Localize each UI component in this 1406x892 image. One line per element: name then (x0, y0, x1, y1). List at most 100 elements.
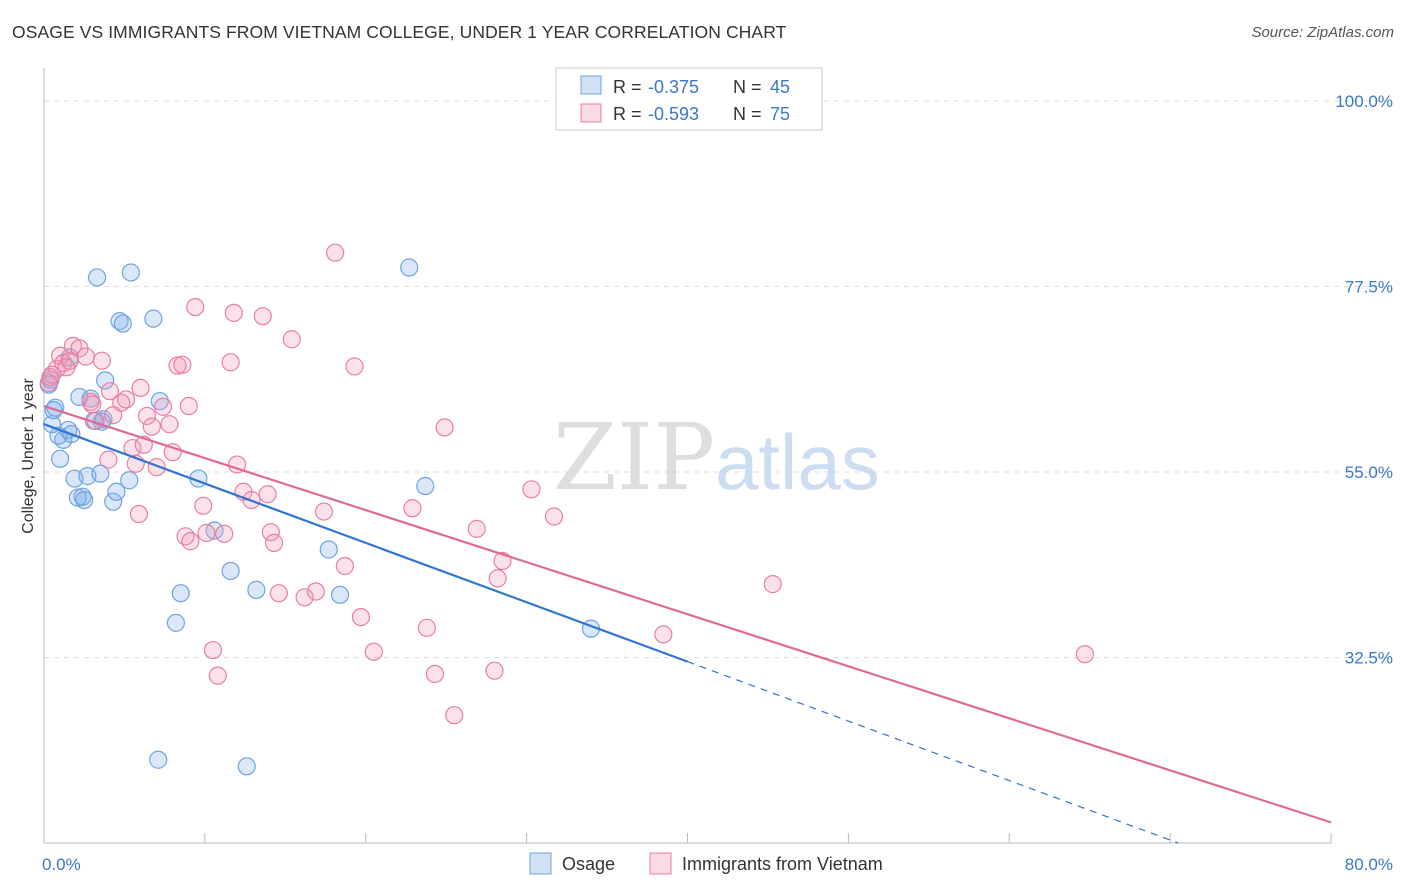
legend-label-vietnam: Immigrants from Vietnam (682, 854, 883, 874)
vietnam-point (179, 396, 198, 416)
vietnam-point (197, 523, 216, 543)
y-tick-label: 100.0% (1335, 92, 1393, 111)
stats-legend-box (555, 67, 823, 131)
vietnam-point (403, 499, 422, 518)
trend-lines (43, 404, 1332, 844)
osage-point (400, 258, 419, 277)
chart-title: OSAGE VS IMMIGRANTS FROM VIETNAM COLLEGE… (12, 22, 787, 42)
y-tick-label: 32.5% (1345, 648, 1393, 667)
vietnam-point (467, 519, 486, 538)
vietnam-point (314, 502, 334, 521)
vietnam-point (269, 584, 288, 603)
osage-point (121, 263, 140, 282)
osage-point (87, 268, 107, 287)
vietnam-point (142, 417, 161, 436)
osage-point (237, 757, 256, 776)
osage-point (416, 476, 435, 496)
osage-point (144, 309, 163, 328)
legend-label-osage: Osage (562, 854, 615, 874)
osage-legend-swatch (580, 75, 602, 95)
stats-legend: R = -0.375 N = 45 R = -0.593 N = 75 (555, 67, 823, 131)
osage-trend-extension (687, 661, 1179, 844)
vietnam-point (544, 507, 564, 526)
vietnam-point (176, 527, 195, 546)
vietnam-point (335, 556, 354, 576)
vietnam-point (522, 480, 541, 499)
vietnam-point (425, 664, 445, 684)
vietnam-point (326, 243, 345, 262)
legend-swatch-vietnam (649, 852, 672, 875)
osage-trend-line (43, 423, 688, 663)
vietnam-point (488, 569, 507, 588)
vietnam-point (137, 406, 157, 426)
vietnam-point (345, 357, 364, 376)
vietnam-point (364, 642, 383, 661)
vietnam-point (186, 297, 205, 317)
watermark: ZIP atlas (553, 404, 880, 511)
osage-point (96, 371, 115, 390)
osage-point (247, 580, 266, 599)
vietnam-point (435, 418, 454, 437)
vietnam-point (92, 351, 112, 370)
legend-swatch-osage (529, 852, 552, 875)
osage-point (110, 312, 129, 331)
osage-point (149, 750, 168, 769)
vietnam-point (76, 347, 95, 366)
vietnam-point (160, 415, 179, 434)
vietnam-point (261, 523, 280, 542)
vietnam-point (131, 378, 150, 397)
osage-point (171, 584, 190, 603)
vietnam-point (417, 618, 436, 637)
vietnam-point (445, 706, 464, 725)
vietnam-point (194, 496, 213, 515)
x-axis-ticks (43, 833, 1332, 843)
vietnam-point (654, 625, 673, 644)
vietnam-point (295, 588, 314, 607)
vietnam-n-label: N = (733, 104, 767, 124)
watermark-zip: ZIP (553, 404, 715, 511)
vietnam-n-value: 75 (770, 104, 790, 124)
watermark-atlas: atlas (715, 418, 880, 506)
osage-point (91, 464, 110, 483)
osage-n-value: 45 (770, 77, 790, 97)
vietnam-point (221, 353, 240, 372)
vietnam-legend-swatch (580, 103, 602, 123)
osage-point (330, 585, 350, 604)
osage-r-label: R = (613, 77, 647, 97)
y-tick-label: 55.0% (1345, 463, 1393, 482)
osage-point (221, 561, 240, 581)
vietnam-point (208, 666, 227, 685)
vietnam-point (282, 330, 301, 349)
vietnam-point (153, 397, 173, 416)
vietnam-point (112, 393, 131, 412)
vietnam-point (116, 390, 136, 409)
osage-point (113, 314, 132, 333)
osage-n-label: N = (733, 77, 767, 97)
vietnam-point (485, 661, 504, 680)
osage-point (120, 471, 139, 490)
vietnam-point (99, 450, 118, 469)
vietnam-point (253, 307, 272, 326)
x-tick-label-min: 0.0% (42, 855, 81, 874)
vietnam-point (173, 355, 192, 374)
vietnam-point (351, 607, 371, 627)
vietnam-point (215, 524, 234, 543)
x-tick-label-max: 80.0% (1345, 855, 1393, 874)
y-axis-label: College, Under 1 year (20, 378, 37, 534)
vietnam-point (763, 575, 782, 594)
vietnam-point (181, 532, 200, 551)
source-label: Source: ZipAtlas.com (1251, 24, 1394, 41)
vietnam-trend-line (43, 404, 1332, 824)
vietnam-point (83, 395, 102, 414)
osage-point (319, 540, 338, 559)
vietnam-point (203, 640, 223, 660)
vietnam-point (258, 485, 277, 504)
osage-point (107, 482, 126, 501)
vietnam-r-value: -0.593 (648, 104, 699, 124)
osage-point (50, 449, 70, 468)
osage-point (166, 613, 186, 632)
gridlines (44, 100, 1393, 658)
vietnam-point (129, 504, 149, 524)
osage-r-value: -0.375 (648, 77, 699, 97)
